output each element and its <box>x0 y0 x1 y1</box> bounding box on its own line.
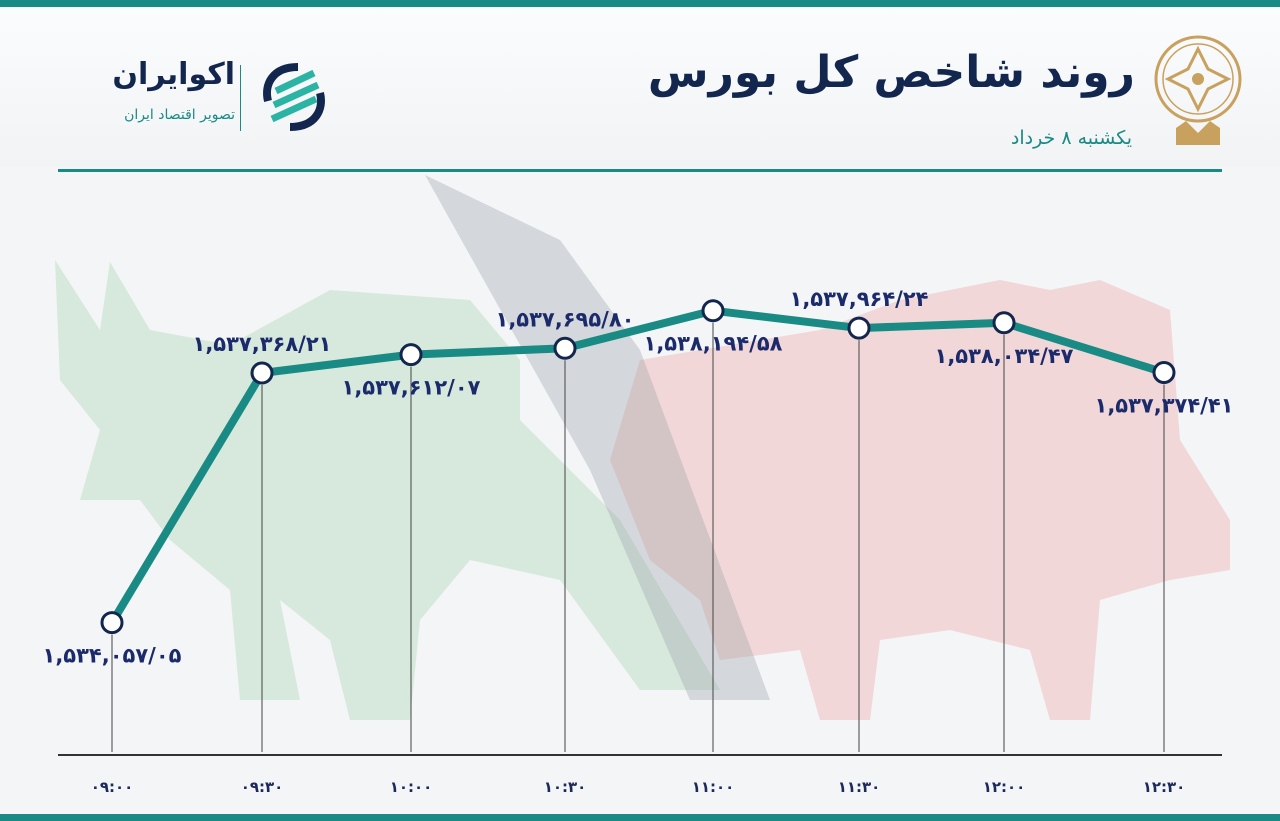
data-label: ۱,۵۳۷,۹۶۴/۲۴ <box>790 287 929 311</box>
date-subtitle: یکشنبه ۸ خرداد <box>1010 127 1132 149</box>
data-label: ۱,۵۳۴,۰۵۷/۰۵ <box>43 644 182 668</box>
brand-divider <box>240 65 241 131</box>
series-line <box>108 306 1166 625</box>
x-tick-label: ۱۲:۰۰ <box>983 778 1026 796</box>
x-tick-label: ۱۰:۳۰ <box>544 778 587 796</box>
data-point <box>1152 361 1176 385</box>
x-tick-label: ۰۹:۰۰ <box>91 778 134 796</box>
brand-tagline: تصویر اقتصاد ایران <box>124 107 235 123</box>
data-label: ۱,۵۳۸,۱۹۴/۵۸ <box>644 332 783 356</box>
header-divider <box>58 169 1222 172</box>
ecoiran-logo-icon <box>263 63 325 131</box>
data-label: ۱,۵۳۷,۳۶۸/۲۱ <box>193 332 332 356</box>
data-label: ۱,۵۳۷,۶۹۵/۸۰ <box>496 307 635 331</box>
bear-silhouette <box>610 280 1230 720</box>
data-label: ۱,۵۳۷,۳۷۴/۴۱ <box>1095 394 1234 418</box>
page-title: روند شاخص کل بورس <box>647 47 1135 98</box>
bull-silhouette <box>55 260 720 720</box>
data-label: ۱,۵۳۸,۰۳۴/۴۷ <box>935 344 1074 368</box>
data-point <box>100 611 124 635</box>
data-point <box>701 299 725 323</box>
brand-logo: اکوایران تصویر اقتصاد ایران <box>60 55 340 135</box>
brand-name: اکوایران <box>112 57 235 92</box>
data-point <box>250 361 274 385</box>
stock-exchange-emblem-icon <box>1154 35 1242 145</box>
data-point <box>992 311 1016 335</box>
data-point <box>847 316 871 340</box>
data-point <box>553 336 577 360</box>
x-tick-label: ۱۱:۳۰ <box>838 778 881 796</box>
background-art <box>55 175 1230 720</box>
data-point <box>399 343 423 367</box>
top-accent-bar <box>0 0 1280 7</box>
data-label: ۱,۵۳۷,۶۱۲/۰۷ <box>342 376 481 400</box>
x-tick-label: ۱۲:۳۰ <box>1143 778 1186 796</box>
header: روند شاخص کل بورس یکشنبه ۸ خرداد اکوایرا… <box>0 7 1280 172</box>
x-tick-label: ۱۱:۰۰ <box>692 778 735 796</box>
diagonal-arrow-shape <box>425 175 770 700</box>
x-tick-label: ۱۰:۰۰ <box>390 778 433 796</box>
bottom-accent-bar <box>0 814 1280 821</box>
x-tick-label: ۰۹:۳۰ <box>241 778 284 796</box>
